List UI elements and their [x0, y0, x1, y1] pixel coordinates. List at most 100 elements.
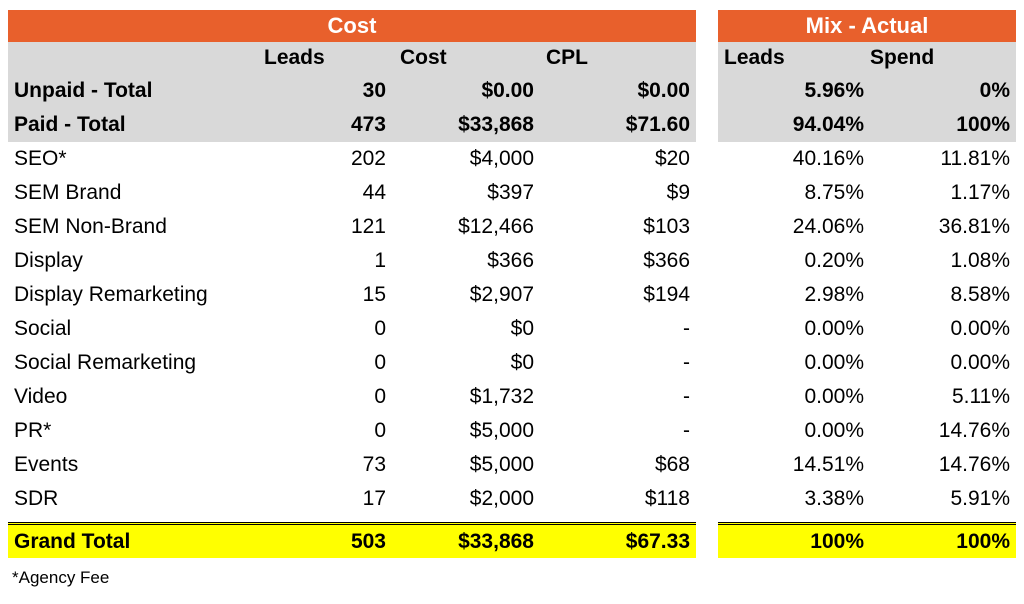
- table-row: Paid - Total 473 $33,868 $71.60: [8, 108, 696, 142]
- mix-leads-cell: 100%: [810, 529, 864, 553]
- mix-leads-cell: 3.38%: [804, 487, 864, 510]
- leads-cell: 17: [362, 487, 386, 510]
- cpl-cell: $118: [644, 487, 690, 510]
- table-row: 2.98% 8.58%: [718, 278, 1016, 312]
- row-label: SEM Non-Brand: [14, 215, 167, 238]
- mix-title: Mix - Actual: [718, 10, 1016, 42]
- cpl-header: CPL: [546, 46, 588, 69]
- row-label: Grand Total: [14, 529, 131, 553]
- cost-table: Cost Leads Cost CPL Unpaid - Total 30 $0.0…: [8, 10, 696, 558]
- table-row: 5.96% 0%: [718, 74, 1016, 108]
- row-label: Video: [14, 385, 68, 408]
- cost-cell: $0: [510, 317, 534, 340]
- mix-leads-cell: 40.16%: [792, 147, 864, 170]
- mix-spend-cell: 36.81%: [938, 215, 1010, 238]
- mix-leads-cell: 0.00%: [804, 351, 864, 374]
- cpl-cell: $71.60: [625, 113, 690, 136]
- leads-cell: 0: [374, 419, 386, 442]
- table-row: Grand Total 503 $33,868 $67.33: [8, 522, 696, 558]
- mix-spend-cell: 0%: [979, 79, 1010, 102]
- row-label: SEM Brand: [14, 181, 122, 204]
- mix-header-row: Leads Spend: [718, 42, 1016, 74]
- cpl-cell: $366: [643, 249, 690, 272]
- cpl-cell: $67.33: [625, 529, 690, 553]
- cost-body: Unpaid - Total 30 $0.00 $0.00 Paid - Total 47…: [8, 74, 696, 558]
- row-label: Display: [14, 249, 83, 272]
- cpl-cell: -: [683, 317, 690, 340]
- mix-spend-cell: 100%: [956, 529, 1010, 553]
- table-row: 14.51% 14.76%: [718, 448, 1016, 482]
- mix-spend-cell: 0.00%: [950, 317, 1010, 340]
- cpl-cell: -: [683, 385, 690, 408]
- leads-cell: 473: [350, 113, 386, 136]
- leads-cell: 0: [374, 385, 386, 408]
- table-row: 40.16% 11.81%: [718, 142, 1016, 176]
- leads-cell: 0: [374, 351, 386, 374]
- cost-cell: $33,868: [458, 529, 534, 553]
- leads-cell: 503: [350, 529, 386, 553]
- table-row: Events 73 $5,000 $68: [8, 448, 696, 482]
- cost-cell: $0: [510, 351, 534, 374]
- row-label: Display Remarketing: [14, 283, 208, 306]
- cost-cell: $5,000: [469, 453, 534, 476]
- table-row: 0.00% 0.00%: [718, 312, 1016, 346]
- mix-leads-header: Leads: [724, 46, 785, 69]
- table-row: Video 0 $1,732 -: [8, 380, 696, 414]
- mix-leads-cell: 2.98%: [804, 283, 864, 306]
- table-row: Display 1 $366 $366: [8, 244, 696, 278]
- cost-cell: $0.00: [481, 79, 534, 102]
- row-label: SDR: [14, 487, 59, 510]
- cost-header: Cost: [400, 46, 447, 69]
- cost-cell: $2,000: [469, 487, 534, 510]
- row-label: Events: [14, 453, 79, 476]
- row-label: Unpaid - Total: [14, 79, 153, 102]
- mix-spend-cell: 14.76%: [938, 419, 1010, 442]
- table-row: Social Remarketing 0 $0 -: [8, 346, 696, 380]
- cost-cell: $12,466: [458, 215, 534, 238]
- cost-cell: $5,000: [469, 419, 534, 442]
- table-row: 24.06% 36.81%: [718, 210, 1016, 244]
- cpl-cell: $20: [654, 147, 690, 170]
- mix-spend-cell: 5.91%: [950, 487, 1010, 510]
- cost-title: Cost: [8, 10, 696, 42]
- table-row: 0.00% 0.00%: [718, 346, 1016, 380]
- mix-leads-cell: 0.00%: [804, 385, 864, 408]
- row-label: Social Remarketing: [14, 351, 197, 374]
- row-label: SEO*: [14, 147, 67, 170]
- cpl-cell: -: [683, 351, 690, 374]
- cost-cell: $397: [487, 181, 534, 204]
- cpl-cell: $103: [643, 215, 690, 238]
- table-row: Social 0 $0 -: [8, 312, 696, 346]
- leads-cell: 202: [350, 147, 386, 170]
- leads-cell: 30: [362, 79, 386, 102]
- table-row: SEM Brand 44 $397 $9: [8, 176, 696, 210]
- leads-cell: 1: [374, 249, 386, 272]
- table-row: SDR 17 $2,000 $118: [8, 482, 696, 516]
- cpl-cell: -: [683, 419, 690, 442]
- table-row: 94.04% 100%: [718, 108, 1016, 142]
- mix-spend-cell: 0.00%: [950, 351, 1010, 374]
- table-row: 0.00% 5.11%: [718, 380, 1016, 414]
- mix-leads-cell: 5.96%: [804, 79, 864, 102]
- mix-spend-header: Spend: [870, 46, 935, 69]
- cost-cell: $4,000: [469, 147, 534, 170]
- row-label: Social: [14, 317, 72, 340]
- row-label: PR*: [14, 419, 52, 442]
- mix-spend-cell: 8.58%: [950, 283, 1010, 306]
- table-row: 0.00% 14.76%: [718, 414, 1016, 448]
- mix-leads-cell: 0.00%: [804, 317, 864, 340]
- mix-leads-cell: 8.75%: [804, 181, 864, 204]
- leads-header: Leads: [264, 46, 325, 69]
- cost-cell: $33,868: [458, 113, 534, 136]
- table-row: Unpaid - Total 30 $0.00 $0.00: [8, 74, 696, 108]
- cpl-cell: $0.00: [637, 79, 690, 102]
- cost-header-row: Leads Cost CPL: [8, 42, 696, 74]
- mix-spend-cell: 1.17%: [950, 181, 1010, 204]
- table-row: 0.20% 1.08%: [718, 244, 1016, 278]
- table-row: PR* 0 $5,000 -: [8, 414, 696, 448]
- cost-cell: $2,907: [469, 283, 534, 306]
- mix-body: 5.96% 0% 94.04% 100% 40.16% 11.81% 8.75% 1.17% 2…: [718, 74, 1016, 558]
- mix-spend-cell: 11.81%: [940, 147, 1010, 170]
- table-row: SEM Non-Brand 121 $12,466 $103: [8, 210, 696, 244]
- table-row: Display Remarketing 15 $2,907 $194: [8, 278, 696, 312]
